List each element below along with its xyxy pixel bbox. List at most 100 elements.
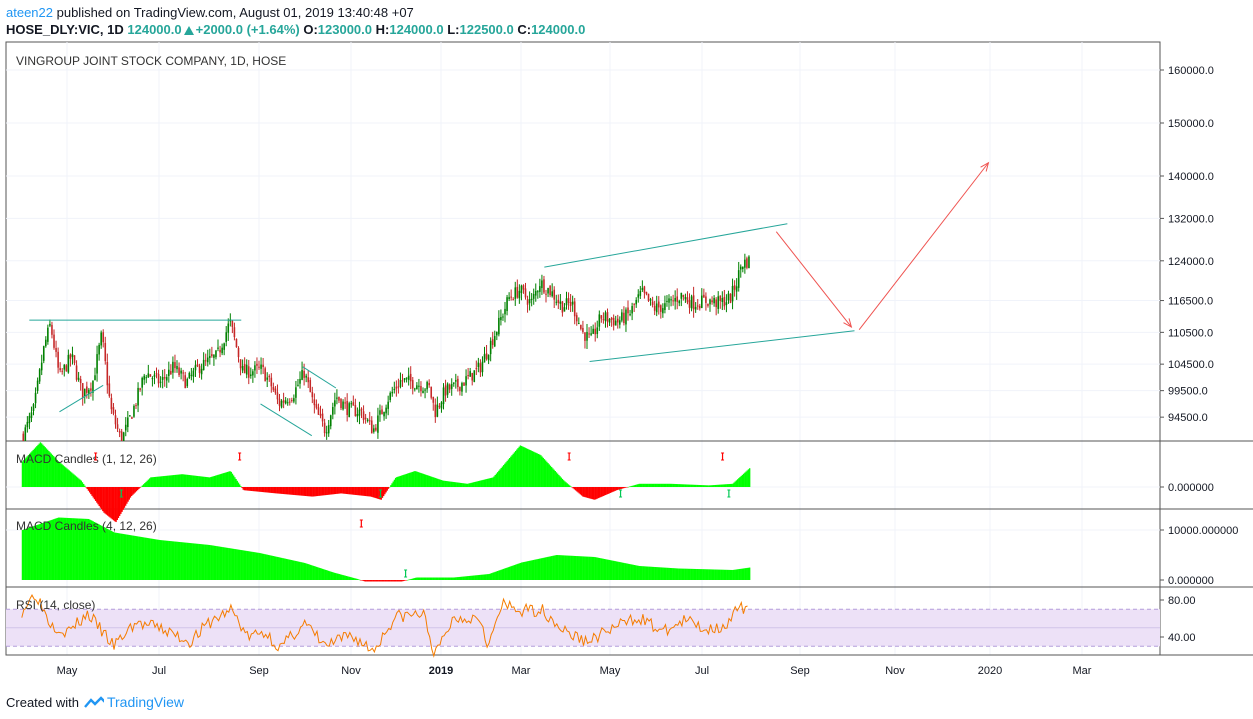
candle-body [680, 292, 683, 299]
histogram-bar [318, 487, 320, 496]
histogram-bar [649, 566, 651, 580]
low-value: 122500.0 [459, 22, 514, 37]
histogram-bar [39, 523, 42, 580]
close-label: C: [517, 22, 532, 37]
histogram-bar [86, 487, 88, 490]
histogram-bar [546, 557, 548, 580]
histogram-bar [489, 478, 492, 487]
histogram-bar [477, 575, 480, 580]
histogram-bar [687, 484, 690, 487]
candle-body [653, 305, 656, 311]
histogram-bar [496, 570, 499, 580]
histogram-bar [109, 487, 111, 518]
histogram-bar [165, 540, 168, 580]
candle-body [432, 396, 435, 403]
histogram-bar [378, 580, 380, 582]
histogram-bar [40, 443, 43, 487]
histogram-bar [319, 568, 321, 580]
histogram-bar [372, 580, 374, 582]
histogram-bar [74, 475, 76, 487]
candle-body [526, 299, 529, 305]
histogram-bar [42, 444, 44, 487]
histogram-bar [100, 487, 103, 510]
histogram-bar [226, 471, 229, 487]
candle-body [705, 296, 707, 303]
histogram-bar [291, 560, 294, 580]
candle-body [448, 384, 451, 390]
histogram-bar [688, 568, 691, 580]
histogram-bar [169, 541, 171, 580]
histogram-bar [484, 479, 487, 487]
histogram-bar [507, 459, 510, 487]
high-label: H: [375, 22, 390, 37]
histogram-bar [513, 452, 516, 487]
histogram-bar [87, 487, 90, 491]
candle-body [102, 332, 105, 343]
histogram-bar [158, 476, 160, 487]
histogram-bar [260, 487, 262, 492]
histogram-bar [98, 524, 100, 580]
histogram-bar [144, 483, 146, 487]
histogram-bar [494, 571, 496, 580]
histogram-bar [319, 487, 321, 496]
histogram-bar [356, 578, 358, 580]
histogram-bar [171, 541, 174, 580]
histogram-bar [146, 480, 148, 487]
histogram-bar [372, 487, 374, 498]
author-link[interactable]: ateen22 [6, 5, 53, 20]
histogram-bar [391, 580, 393, 582]
candle-body [438, 406, 441, 408]
tradingview-brand[interactable]: TradingView [106, 694, 185, 710]
candles-group [22, 253, 750, 441]
histogram-bar [105, 528, 108, 580]
histogram-bar [309, 564, 312, 580]
histogram-bar [201, 476, 204, 487]
histogram-bar [408, 579, 410, 581]
histogram-bar [66, 468, 68, 487]
histogram-bar [45, 448, 48, 487]
histogram-bar [270, 555, 272, 580]
histogram-bar [166, 475, 169, 487]
histogram-bar [296, 487, 298, 496]
candle-body [407, 375, 410, 380]
histogram-bar [82, 518, 85, 580]
histogram-bar [300, 487, 302, 496]
histogram-bar [63, 466, 66, 487]
histogram-bar [740, 475, 742, 487]
histogram-bar [114, 487, 116, 522]
histogram-bar [322, 487, 325, 496]
histogram-bar [338, 574, 340, 580]
histogram-bar [55, 518, 57, 580]
candle-body [211, 354, 213, 357]
histogram-bar [423, 577, 426, 580]
histogram-bar [579, 556, 582, 580]
histogram-bar [711, 569, 714, 580]
candle-body [360, 408, 363, 411]
histogram-bar [741, 568, 744, 580]
candle-body [188, 372, 191, 379]
histogram-bar [638, 483, 640, 487]
histogram-bar [358, 487, 361, 496]
histogram-bar [374, 487, 376, 498]
histogram-bar [24, 529, 26, 580]
candle-body [596, 327, 599, 335]
histogram-bar [247, 487, 249, 491]
histogram-bar [570, 486, 572, 487]
histogram-bar [630, 486, 632, 487]
histogram-bar [26, 456, 28, 487]
histogram-bar [604, 487, 607, 496]
histogram-bar [188, 475, 190, 487]
histogram-bar [655, 567, 657, 580]
histogram-bar [36, 525, 38, 580]
histogram-bar [128, 487, 130, 500]
histogram-bar [495, 571, 498, 580]
histogram-bar [506, 460, 508, 487]
histogram-bar [453, 482, 456, 487]
histogram-bar [746, 567, 748, 580]
histogram-bar [584, 556, 586, 580]
histogram-bar [470, 482, 472, 487]
histogram-bar [181, 474, 183, 487]
histogram-bar [657, 567, 660, 580]
histogram-bar [30, 527, 32, 580]
